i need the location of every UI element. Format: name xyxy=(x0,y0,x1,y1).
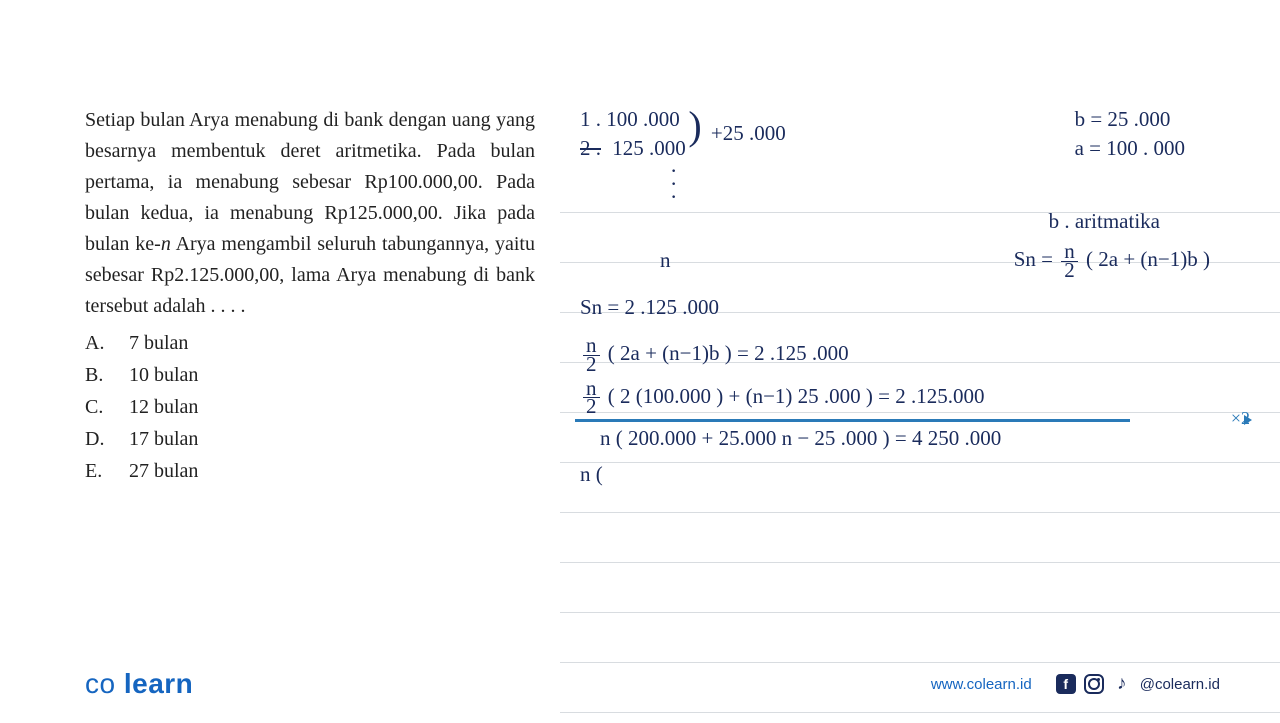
options-list: A. 7 bulan B. 10 bulan C. 12 bulan D. 17… xyxy=(85,328,535,487)
option-d: D. 17 bulan xyxy=(85,424,535,455)
social-handle: @colearn.id xyxy=(1140,676,1220,693)
footer: co learn www.colearn.id f ♪ @colearn.id xyxy=(0,668,1280,700)
term-2-index-strike: 2 . xyxy=(580,136,601,160)
option-text: 7 bulan xyxy=(129,328,188,359)
option-e: E. 27 bulan xyxy=(85,456,535,487)
facebook-icon: f xyxy=(1056,674,1076,694)
option-b: B. 10 bulan xyxy=(85,360,535,391)
vertical-dots-icon: ··· xyxy=(670,164,1220,204)
option-letter: E. xyxy=(85,456,109,487)
instagram-icon xyxy=(1084,674,1104,694)
term-1: 1 . 100 .000 xyxy=(580,105,686,134)
question-text: Setiap bulan Arya menabung di bank denga… xyxy=(85,105,535,322)
eq1-body: ( 2a + (n−1)b ) = 2 .125 .000 xyxy=(608,341,849,365)
option-letter: A. xyxy=(85,328,109,359)
option-letter: D. xyxy=(85,424,109,455)
sn-eq: Sn = xyxy=(1014,247,1059,271)
brace-icon: ) xyxy=(688,110,701,142)
logo-co: co xyxy=(85,668,116,699)
n-term-label: n xyxy=(660,246,671,275)
handwriting-area: 1 . 100 .000 2 . 125 .000 ) +25 .000 b =… xyxy=(580,105,1220,489)
option-letter: B. xyxy=(85,360,109,391)
sn-formula: Sn = n 2 ( 2a + (n−1)b ) xyxy=(1014,243,1210,280)
logo-learn: learn xyxy=(116,668,194,699)
brand-logo: co learn xyxy=(85,668,193,700)
a-equals: a = 100 . 000 xyxy=(1075,134,1185,163)
option-text: 17 bulan xyxy=(129,424,198,455)
option-c: C. 12 bulan xyxy=(85,392,535,423)
frac-den: 2 xyxy=(583,398,600,416)
frac-den: 2 xyxy=(1061,262,1078,280)
hand-row-given: 1 . 100 .000 2 . 125 .000 ) +25 .000 b =… xyxy=(580,105,1220,164)
tiktok-icon: ♪ xyxy=(1112,674,1132,694)
arrow-head-icon xyxy=(1244,415,1252,425)
underline-icon xyxy=(575,419,1130,422)
eq2-body: ( 2 (100.000 ) + (n−1) 25 .000 ) = 2 .12… xyxy=(608,384,985,408)
term-2: 2 . 125 .000 xyxy=(580,134,686,163)
fraction: n 2 xyxy=(583,380,600,417)
sn-value: Sn = 2 .125 .000 xyxy=(580,293,1220,322)
fraction: n 2 xyxy=(1061,243,1078,280)
equation-4: n ( xyxy=(580,460,1220,489)
option-text: 12 bulan xyxy=(129,392,198,423)
sn-body: ( 2a + (n−1)b ) xyxy=(1086,247,1210,271)
b-equals: b = 25 .000 xyxy=(1075,105,1185,134)
equation-1: n 2 ( 2a + (n−1)b ) = 2 .125 .000 xyxy=(580,337,1220,374)
option-letter: C. xyxy=(85,392,109,423)
equation-3: n ( 200.000 + 25.000 n − 25 .000 ) = 4 2… xyxy=(600,424,1220,453)
option-a: A. 7 bulan xyxy=(85,328,535,359)
question-n: n xyxy=(161,233,171,255)
common-diff-note: +25 .000 xyxy=(711,119,786,148)
social-group: f ♪ @colearn.id xyxy=(1056,674,1220,694)
option-text: 10 bulan xyxy=(129,360,198,391)
arith-label: b . aritmatika xyxy=(1049,207,1160,236)
equation-2: n 2 ( 2 (100.000 ) + (n−1) 25 .000 ) = 2… xyxy=(580,380,1220,417)
frac-den: 2 xyxy=(583,356,600,374)
term-2-value: 125 .000 xyxy=(612,136,686,160)
fraction: n 2 xyxy=(583,337,600,374)
footer-url: www.colearn.id xyxy=(931,676,1032,693)
option-text: 27 bulan xyxy=(129,456,198,487)
